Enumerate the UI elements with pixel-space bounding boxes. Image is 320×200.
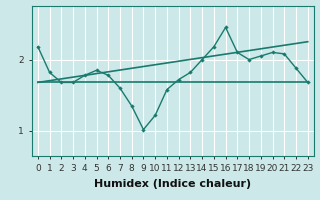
X-axis label: Humidex (Indice chaleur): Humidex (Indice chaleur) (94, 179, 252, 189)
